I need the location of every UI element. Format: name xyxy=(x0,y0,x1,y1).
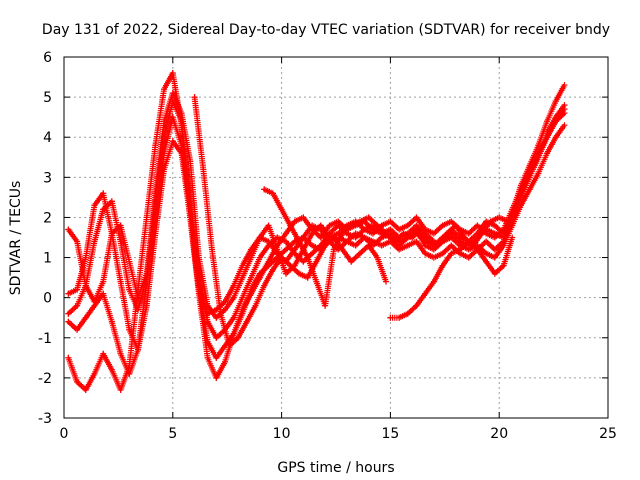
x-tick-label: 15 xyxy=(381,426,399,442)
grid xyxy=(64,57,608,418)
y-tick-label: -1 xyxy=(38,331,52,347)
y-axis-label: SDTVAR / TECUs xyxy=(8,181,24,296)
y-tick-label: 1 xyxy=(43,251,52,267)
y-tick-label: 2 xyxy=(43,210,52,226)
plot-frame xyxy=(63,56,609,419)
y-tick-label: 4 xyxy=(43,130,52,146)
y-tick-label: -3 xyxy=(38,411,52,427)
x-tick-label: 20 xyxy=(490,426,508,442)
y-tick-label: 3 xyxy=(43,170,52,186)
x-tick-label: 25 xyxy=(599,426,617,442)
trace-markers xyxy=(191,94,389,349)
axis-ticks: 0 5 10 15 20 25 -3 -2 -1 0 1 2 3 4 5 6 xyxy=(38,50,617,442)
x-axis-label: GPS time / hours xyxy=(277,460,394,476)
y-tick-label: 5 xyxy=(43,90,52,106)
chart-title: Day 131 of 2022, Sidereal Day-to-day VTE… xyxy=(42,22,610,38)
x-tick-label: 10 xyxy=(273,426,291,442)
data-points xyxy=(65,70,568,393)
x-tick-label: 5 xyxy=(168,426,177,442)
y-tick-label: 6 xyxy=(43,50,52,66)
series-trace-8 xyxy=(387,234,516,321)
y-tick-label: -2 xyxy=(38,371,52,387)
y-tick-label: 0 xyxy=(43,291,52,307)
series-trace-6 xyxy=(191,94,390,349)
trace-markers xyxy=(387,236,515,321)
x-tick-label: 0 xyxy=(60,426,69,442)
